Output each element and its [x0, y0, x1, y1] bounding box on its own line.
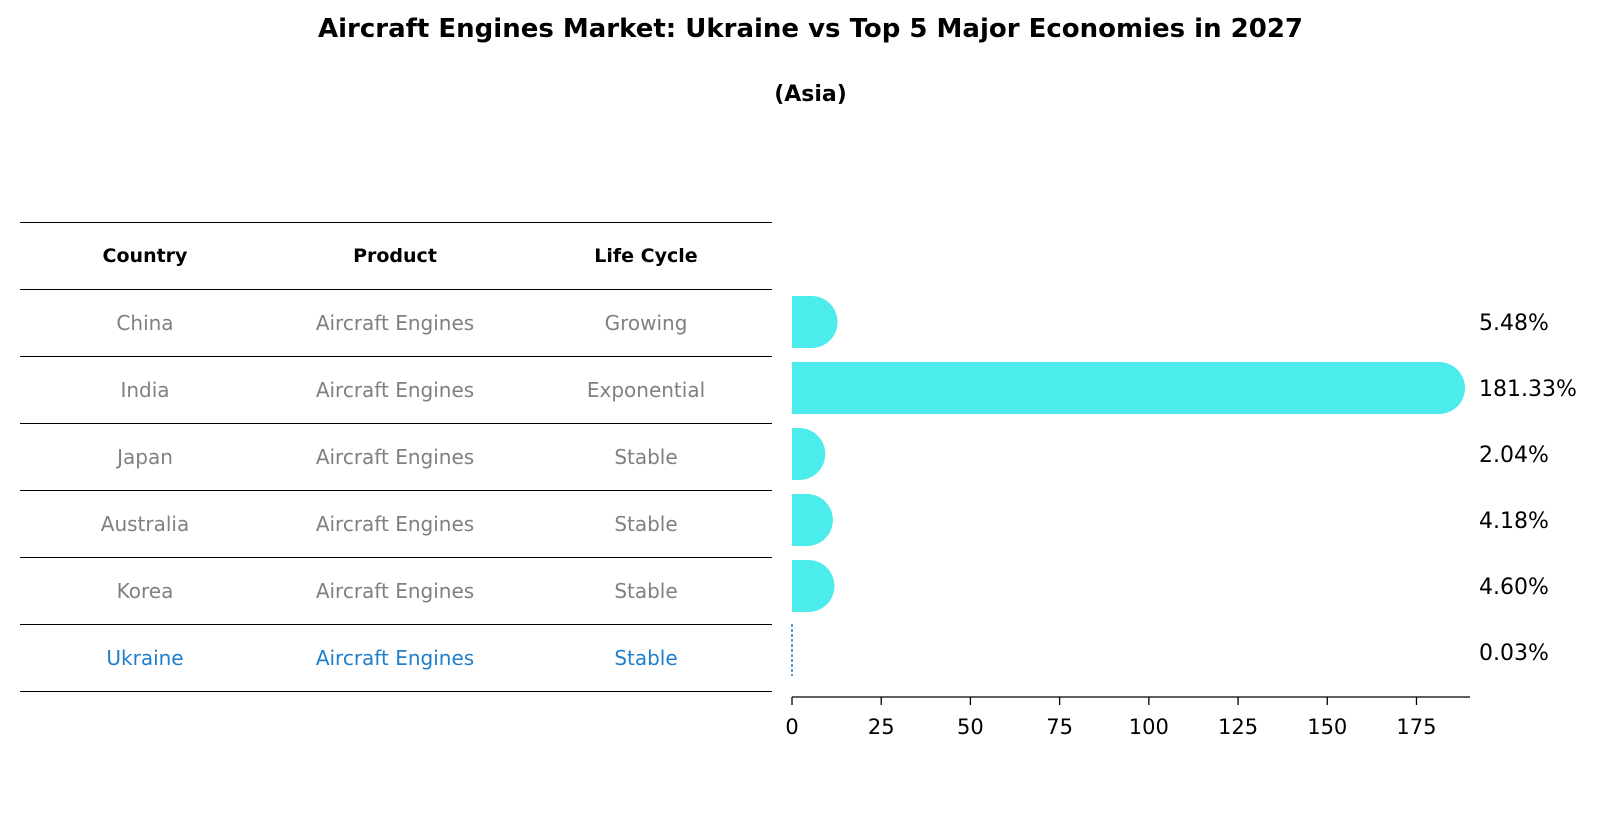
value-label: 4.18% [1479, 509, 1549, 534]
bar-australia [792, 494, 833, 546]
country-cell: Korea [116, 579, 174, 603]
product-cell: Aircraft Engines [315, 311, 475, 335]
country-cell: China [116, 311, 174, 335]
product-cell: Aircraft Engines [315, 646, 475, 670]
bar-china [792, 296, 838, 348]
life-cycle-cell: Stable [614, 579, 678, 603]
country-cell: Australia [100, 512, 190, 536]
country-cell: India [120, 378, 170, 402]
data-table: Country Product Life Cycle China Aircraf… [20, 222, 772, 692]
header-life-cycle: Life Cycle [594, 245, 698, 267]
bar-japan [792, 428, 826, 480]
bar-india [792, 362, 1466, 414]
life-cycle-cell: Stable [614, 646, 678, 670]
x-tick-label: 175 [1396, 715, 1436, 739]
header-country: Country [102, 245, 188, 267]
x-tick-label: 0 [785, 715, 798, 739]
x-tick-label: 75 [1046, 715, 1073, 739]
table-row: India Aircraft Engines Exponential [20, 356, 772, 423]
life-cycle-cell: Growing [604, 311, 688, 335]
value-label: 0.03% [1479, 641, 1549, 666]
product-cell: Aircraft Engines [315, 512, 475, 536]
x-tick-label: 100 [1129, 715, 1169, 739]
table-row: Australia Aircraft Engines Stable [20, 490, 772, 557]
chart-subtitle: (Asia) [774, 82, 847, 107]
value-label: 181.33% [1479, 377, 1577, 402]
life-cycle-cell: Stable [614, 445, 678, 469]
x-tick-label: 150 [1307, 715, 1347, 739]
country-cell: Ukraine [106, 646, 184, 670]
table-header-row: Country Product Life Cycle [20, 222, 772, 289]
x-tick-label: 50 [957, 715, 984, 739]
product-cell: Aircraft Engines [315, 378, 475, 402]
x-tick-label: 125 [1218, 715, 1258, 739]
value-label: 2.04% [1479, 443, 1549, 468]
life-cycle-cell: Stable [614, 512, 678, 536]
x-tick-label: 25 [868, 715, 895, 739]
table-row: Japan Aircraft Engines Stable [20, 423, 772, 490]
value-label: 5.48% [1479, 311, 1549, 336]
chart-title: Aircraft Engines Market: Ukraine vs Top … [317, 14, 1304, 44]
value-label: 4.60% [1479, 575, 1549, 600]
table-row: Korea Aircraft Engines Stable [20, 557, 772, 624]
product-cell: Aircraft Engines [315, 445, 475, 469]
table-row: China Aircraft Engines Growing [20, 289, 772, 356]
header-product: Product [353, 245, 437, 267]
life-cycle-cell: Exponential [586, 378, 706, 402]
country-cell: Japan [117, 445, 173, 469]
product-cell: Aircraft Engines [315, 579, 475, 603]
table-row-highlighted: Ukraine Aircraft Engines Stable [20, 624, 772, 692]
bar-korea [792, 560, 835, 612]
